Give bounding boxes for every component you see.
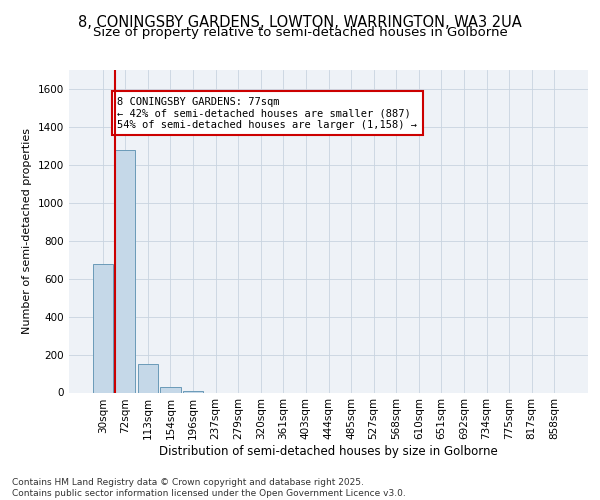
Text: Size of property relative to semi-detached houses in Golborne: Size of property relative to semi-detach… [92,26,508,39]
Text: Contains HM Land Registry data © Crown copyright and database right 2025.
Contai: Contains HM Land Registry data © Crown c… [12,478,406,498]
X-axis label: Distribution of semi-detached houses by size in Golborne: Distribution of semi-detached houses by … [159,445,498,458]
Text: 8, CONINGSBY GARDENS, LOWTON, WARRINGTON, WA3 2UA: 8, CONINGSBY GARDENS, LOWTON, WARRINGTON… [78,15,522,30]
Bar [138,364,158,392]
Bar [183,390,203,392]
Bar [92,264,113,392]
Y-axis label: Number of semi-detached properties: Number of semi-detached properties [22,128,32,334]
Bar [115,150,136,392]
Bar [160,387,181,392]
Text: 8 CONINGSBY GARDENS: 77sqm
← 42% of semi-detached houses are smaller (887)
54% o: 8 CONINGSBY GARDENS: 77sqm ← 42% of semi… [118,96,418,130]
